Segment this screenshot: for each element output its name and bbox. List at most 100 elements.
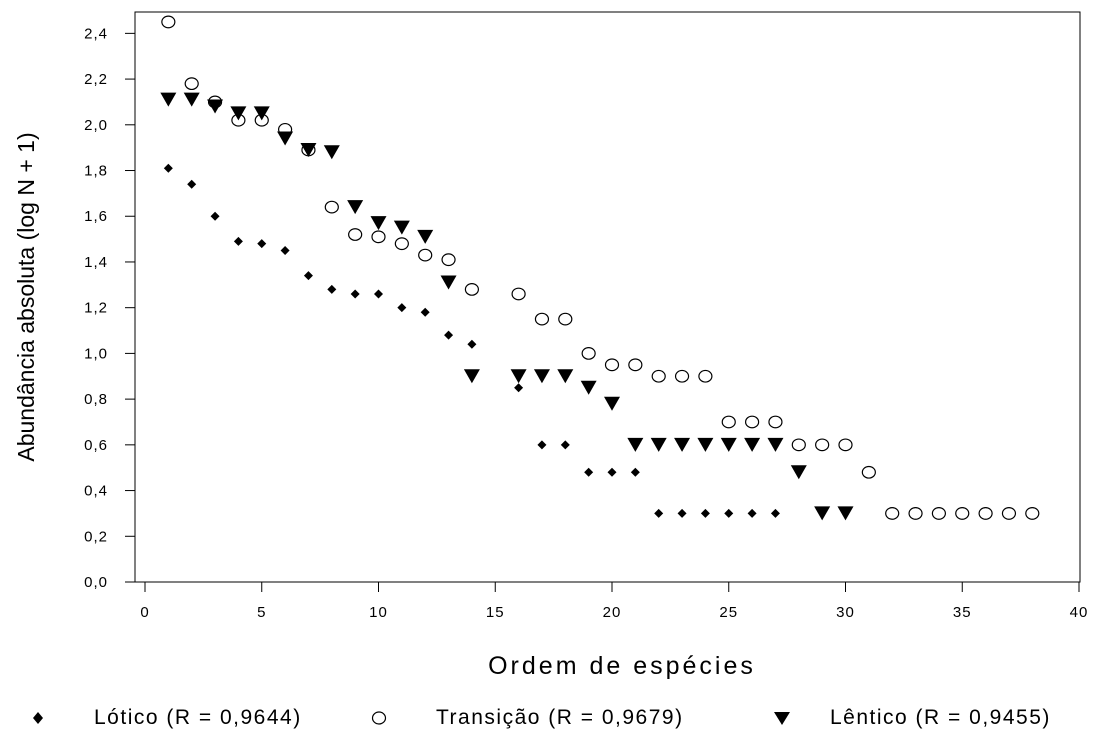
legend-item-lentico: Lêntico (R = 0,9455): [772, 700, 1051, 736]
diamond-marker-icon: [33, 712, 43, 724]
lotico-point: [700, 508, 710, 518]
lotico-point: [303, 271, 313, 281]
transicao-point: [161, 15, 176, 29]
x-tick-label: 0: [140, 604, 149, 621]
lotico-point: [444, 330, 454, 340]
transicao-point: [908, 507, 923, 520]
lotico-point: [187, 179, 197, 189]
lotico-point: [630, 467, 640, 477]
y-tick-label: 0,0: [84, 574, 108, 591]
lentico-point: [650, 437, 667, 452]
lentico-point: [697, 437, 714, 452]
transicao-point: [371, 230, 386, 244]
lotico-point: [467, 339, 477, 349]
transicao-point: [978, 507, 993, 520]
transicao-point: [184, 77, 199, 91]
transicao-point: [861, 465, 876, 479]
y-tick-label: 2,4: [84, 25, 108, 42]
legend: Lótico (R = 0,9644) Transição (R = 0,967…: [0, 700, 1113, 736]
scatter-chart: 0,00,20,40,60,81,01,21,41,61,82,02,22,4 …: [13, 11, 1089, 680]
lentico-point: [627, 437, 644, 452]
lentico-point: [347, 200, 364, 215]
transicao-point: [838, 438, 853, 452]
legend-item-lotico: Lótico (R = 0,9644): [30, 700, 302, 736]
y-tick-label: 0,8: [84, 391, 108, 408]
transicao-point: [1001, 507, 1017, 520]
transicao-point: [721, 415, 736, 429]
transicao-point: [1025, 507, 1040, 520]
transicao-point: [394, 237, 409, 251]
lentico-point: [183, 92, 200, 107]
lotico-point: [770, 508, 780, 518]
y-tick-label: 0,2: [84, 528, 108, 545]
transicao-point: [324, 200, 339, 214]
lentico-point: [323, 145, 340, 160]
lentico-point: [744, 437, 761, 452]
y-axis: 0,0 0,2 0,4 0,6 0,8 1,0 1,2 1,4 1,6 1,8 2,0 2,2 2,4: [84, 25, 135, 591]
lotico-point: [584, 467, 594, 477]
lentico-point: [370, 216, 387, 231]
transicao-point: [464, 282, 479, 296]
x-axis: 0 5 10 15 20 25 30 35 40: [140, 582, 1089, 621]
x-tick-label: 15: [486, 604, 505, 621]
lotico-point: [210, 211, 220, 221]
y-tick-label: 1,2: [84, 300, 108, 317]
y-tick-label: 0,6: [84, 437, 108, 454]
lotico-point: [560, 440, 570, 450]
x-tick-label: 40: [1070, 604, 1089, 621]
transicao-point: [931, 507, 947, 520]
legend-label-transicao: Transição (R = 0,9679): [436, 706, 684, 729]
lentico-point: [837, 506, 854, 521]
transicao-point: [581, 347, 596, 360]
lentico-point: [440, 275, 457, 290]
transicao-point: [441, 253, 456, 267]
lentico-point: [463, 369, 480, 384]
transicao-point: [558, 312, 573, 326]
data-points: [160, 15, 1040, 521]
x-tick-label: 20: [603, 604, 622, 621]
transicao-point: [955, 507, 970, 520]
lentico-point: [160, 92, 177, 107]
circle-marker-icon: [371, 711, 387, 725]
lotico-point: [747, 508, 757, 518]
lentico-point: [790, 465, 807, 480]
triangle-down-marker-icon: [774, 712, 790, 725]
x-tick-label: 10: [369, 604, 388, 621]
transicao-point: [674, 369, 690, 383]
y-tick-label: 1,6: [84, 208, 108, 225]
lotico-point: [163, 163, 173, 173]
legend-label-lotico: Lótico (R = 0,9644): [94, 706, 302, 729]
transicao-point: [651, 369, 666, 383]
lotico-point: [537, 440, 547, 450]
lentico-point: [674, 437, 691, 452]
x-axis-title: Ordem de espécies: [488, 652, 756, 680]
transicao-point: [534, 312, 550, 326]
lentico-point: [207, 99, 224, 114]
transicao-point: [791, 438, 806, 452]
transicao-point: [885, 507, 900, 520]
x-tick-label: 5: [257, 604, 266, 621]
lentico-point: [230, 106, 247, 121]
transicao-point: [768, 415, 783, 429]
transicao-point: [628, 358, 643, 372]
lotico-point: [724, 508, 734, 518]
lentico-point: [767, 437, 784, 452]
transicao-point: [698, 369, 713, 383]
y-tick-label: 2,0: [84, 117, 108, 134]
x-tick-label: 25: [719, 604, 738, 621]
lentico-point: [277, 131, 294, 146]
lentico-point: [814, 506, 831, 521]
lotico-point: [374, 289, 383, 299]
y-axis-title: Abundância absoluta (log N + 1): [13, 132, 39, 461]
lentico-point: [300, 142, 317, 157]
lotico-point: [420, 307, 430, 317]
lentico-point: [393, 220, 410, 235]
x-tick-label: 30: [836, 604, 855, 621]
lentico-point: [253, 106, 270, 121]
lentico-point: [557, 369, 574, 384]
lentico-point: [417, 229, 434, 244]
y-tick-label: 0,4: [84, 483, 108, 500]
lotico-point: [327, 284, 337, 294]
legend-label-lentico: Lêntico (R = 0,9455): [830, 706, 1051, 729]
lotico-point: [397, 303, 407, 313]
